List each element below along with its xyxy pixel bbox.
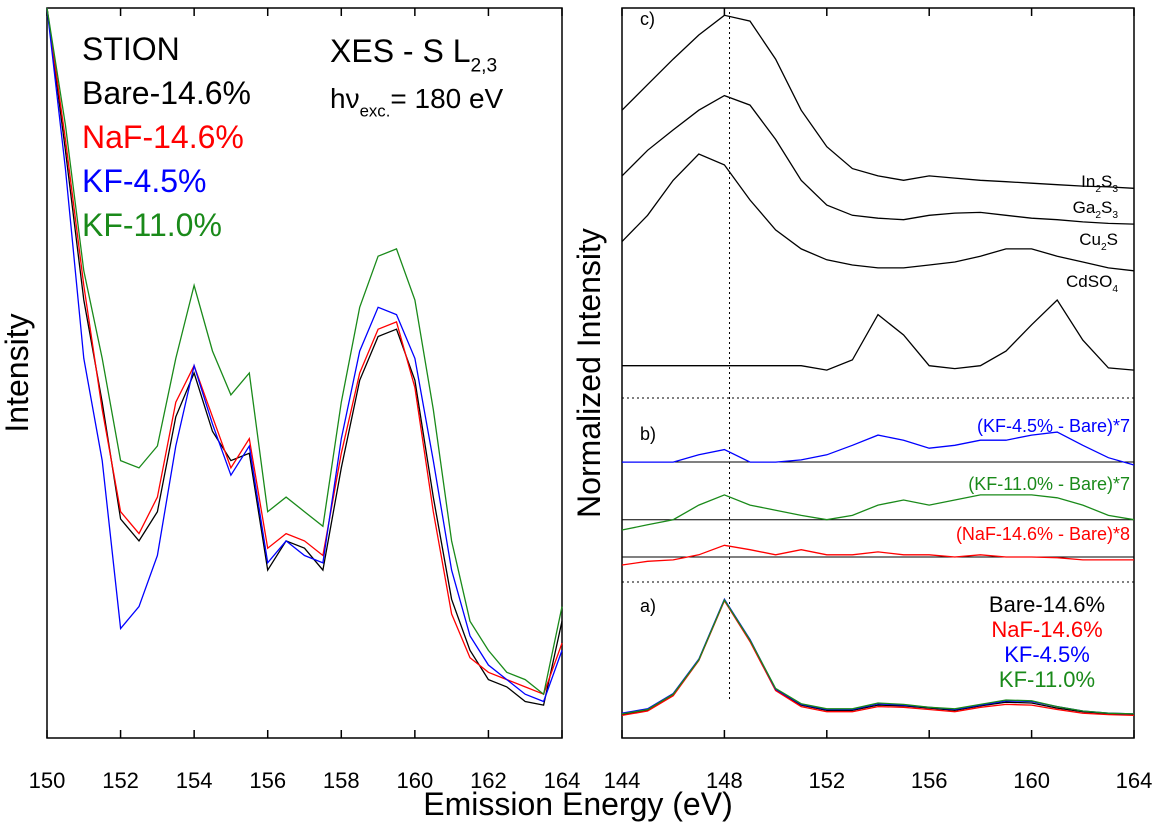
- series-line: [621, 153, 1135, 272]
- x-tick-label: 164: [544, 768, 581, 793]
- legend-label: KF-11.0%: [82, 207, 222, 243]
- y-axis-label: Normalized Intensity: [571, 228, 607, 518]
- x-tick-label: 162: [470, 768, 507, 793]
- legend-label: (NaF-14.6% - Bare)*8: [956, 524, 1130, 544]
- legend-label: KF-4.5%: [1004, 642, 1090, 667]
- text-part: 2: [1095, 210, 1101, 221]
- series-label: Ga2S3: [1073, 198, 1119, 221]
- annotation: XES - S L2,3: [330, 33, 497, 77]
- series-label: CdSO4: [1066, 272, 1118, 295]
- x-tick-label: 150: [29, 768, 66, 793]
- series-line: [622, 431, 1135, 466]
- y-axis-label: Intensity: [0, 313, 35, 432]
- text-part: hν: [330, 83, 360, 114]
- annotation: hνexc.= 180 eV: [330, 83, 504, 120]
- text-part: = 180 eV: [390, 83, 503, 114]
- text-part: XES - S L: [330, 33, 471, 69]
- text-part: In: [1081, 172, 1095, 191]
- x-tick-label: 154: [176, 768, 213, 793]
- series-line: [621, 94, 1135, 225]
- legend-label: KF-11.0%: [999, 667, 1095, 692]
- x-tick-label: 148: [706, 768, 743, 793]
- series-label: In2S3: [1081, 172, 1118, 195]
- series-label: Cu2S: [1079, 230, 1118, 253]
- legend-label: Bare-14.6%: [82, 75, 251, 111]
- panel-label: b): [640, 424, 656, 444]
- legend-label: (KF-11.0% - Bare)*7: [968, 474, 1130, 494]
- x-tick-label: 156: [249, 768, 286, 793]
- x-tick-label: 160: [396, 768, 433, 793]
- series-line: [622, 298, 1135, 371]
- legend-label: NaF-14.6%: [82, 119, 244, 155]
- text-part: Cu: [1079, 230, 1101, 249]
- left-frame: [46, 7, 563, 739]
- series-line: [46, 7, 563, 703]
- text-part: Ga: [1073, 198, 1096, 217]
- series-line: [46, 7, 563, 706]
- x-tick-label: 158: [323, 768, 360, 793]
- series-line: [621, 14, 1135, 189]
- x-tick-label: 160: [1013, 768, 1050, 793]
- x-tick-label: 156: [911, 768, 948, 793]
- legend-label: NaF-14.6%: [991, 617, 1102, 642]
- x-tick-label: 164: [1116, 768, 1153, 793]
- annotation: STION: [82, 31, 180, 67]
- text-part: S: [1101, 198, 1112, 217]
- text-part: exc.: [360, 101, 391, 120]
- series-line: [621, 598, 1135, 715]
- series-line: [621, 494, 1135, 531]
- panel-label: c): [640, 9, 655, 29]
- x-tick-label: 144: [604, 768, 641, 793]
- text-part: CdSO: [1066, 272, 1112, 291]
- text-part: 3: [1112, 210, 1118, 221]
- right-frame: [621, 7, 1135, 739]
- text-part: 3: [1112, 184, 1118, 195]
- legend-label: (KF-4.5% - Bare)*7: [977, 416, 1130, 436]
- text-part: 2: [1101, 242, 1107, 253]
- series-line: [46, 7, 563, 696]
- legend-label: Bare-14.6%: [989, 592, 1105, 617]
- text-part: S: [1107, 230, 1118, 249]
- x-tick-label: 152: [808, 768, 845, 793]
- text-part: S: [1101, 172, 1112, 191]
- series-line: [46, 7, 563, 696]
- text-part: 4: [1112, 284, 1118, 295]
- panel-label: a): [640, 596, 656, 616]
- x-tick-label: 152: [102, 768, 139, 793]
- series-line: [621, 544, 1134, 566]
- legend-label: KF-4.5%: [82, 163, 206, 199]
- x-axis-label: Emission Energy (eV): [423, 786, 732, 822]
- text-part: 2,3: [471, 56, 498, 77]
- text-part: 2: [1095, 184, 1101, 195]
